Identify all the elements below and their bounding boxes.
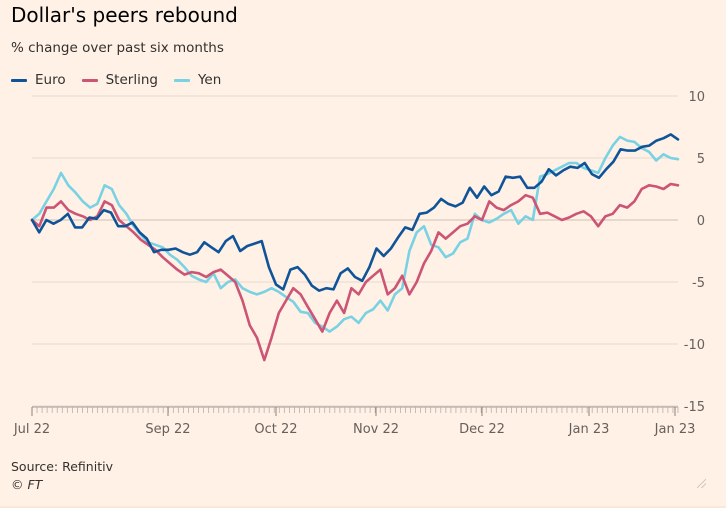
series-line-euro <box>30 133 680 293</box>
x-tick-label-3: Nov 22 <box>353 422 399 437</box>
y-tick-label--10: -10 <box>684 338 705 353</box>
x-tick-label-1: Sep 22 <box>145 422 190 437</box>
legend-swatch-euro <box>11 78 27 82</box>
legend-label-sterling: Sterling <box>105 72 158 88</box>
legend-label-yen: Yen <box>197 72 222 88</box>
legend-label-euro: Euro <box>35 72 66 88</box>
resize-handle-icon <box>697 479 706 488</box>
legend-item-euro: Euro <box>11 72 66 88</box>
series-line-sterling <box>30 182 680 362</box>
copyright-note: © FT <box>11 477 43 492</box>
bottom-rule <box>0 506 726 508</box>
x-tick-label-2: Oct 22 <box>254 422 297 437</box>
legend-item-sterling: Sterling <box>81 72 158 88</box>
y-tick-label-5: 5 <box>697 152 705 167</box>
chart-subtitle: % change over past six months <box>11 40 224 56</box>
x-tick-label-4: Dec 22 <box>459 422 505 437</box>
x-tick-label-6: Jan 23 <box>654 422 696 437</box>
y-tick-label-0: 0 <box>697 214 705 229</box>
y-tick-label--5: -5 <box>692 276 705 291</box>
legend-swatch-yen <box>173 78 190 82</box>
legend-item-yen: Yen <box>173 72 222 88</box>
x-tick-label-5: Jan 23 <box>568 422 610 437</box>
chart-title: Dollar's peers rebound <box>11 3 238 27</box>
y-tick-label-10: 10 <box>688 90 705 105</box>
legend: Euro Sterling Yen <box>11 71 237 89</box>
y-tick-label--15: -15 <box>684 400 705 415</box>
source-note: Source: Refinitiv <box>11 459 113 474</box>
x-tick-label-0: Jul 22 <box>13 422 50 437</box>
legend-swatch-sterling <box>81 78 98 82</box>
